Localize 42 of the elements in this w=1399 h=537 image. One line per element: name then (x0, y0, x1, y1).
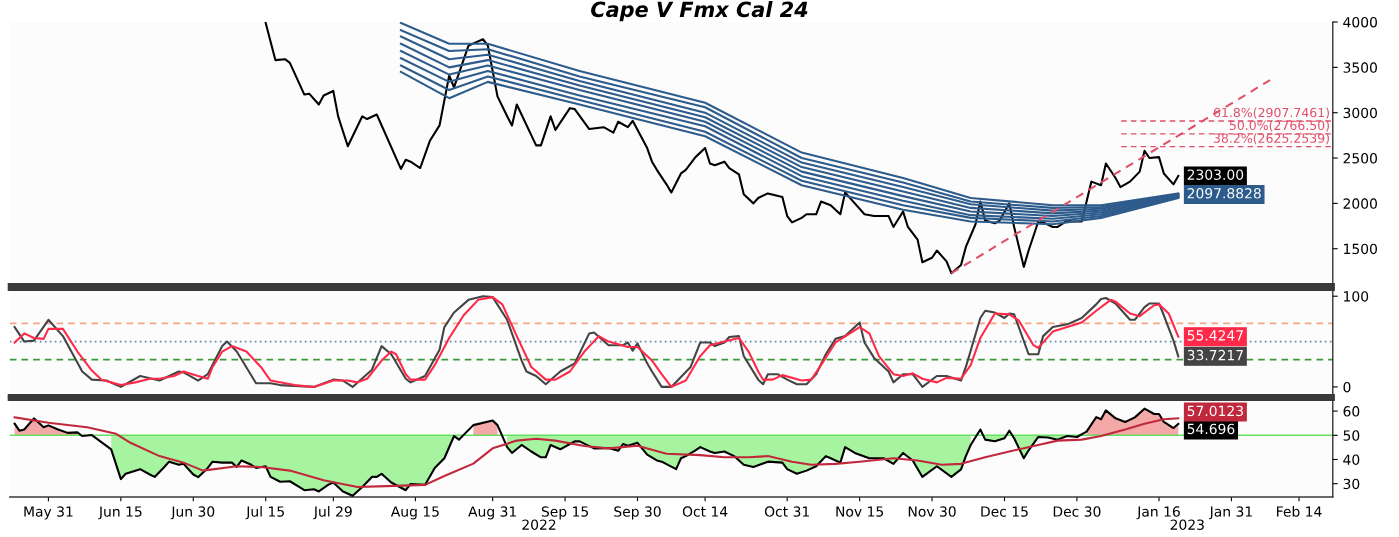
y-tick-label: 2000 (1343, 198, 1377, 209)
x-tick-label: Jan 16 (1136, 506, 1180, 520)
x-tick-label: Sep 30 (614, 506, 661, 520)
text: 2022 (522, 519, 556, 530)
annotation: 57.0123 (1187, 405, 1243, 417)
y-tick-label: 4000 (1343, 16, 1377, 28)
y-tick-label: 2500 (1343, 153, 1377, 164)
x-tick-label: Jun 15 (98, 506, 142, 520)
y-tick-label: 40 (1343, 454, 1360, 465)
annotation: 55.4247 (1187, 330, 1243, 341)
x-tick-label: Jun 30 (170, 506, 215, 520)
x-tick-label: Feb 14 (1277, 506, 1322, 517)
y-tick-label: 1500 (1344, 243, 1377, 255)
x-tick-label: Nov 30 (908, 506, 956, 517)
x-tick-label: Sep 15 (541, 506, 588, 520)
annotation: 54.696 (1187, 423, 1235, 435)
ref-line-label: 61.8%(2907.7461) (1213, 107, 1329, 119)
x-tick-label: Dec 15 (981, 506, 1028, 517)
x-tick-label: Jul 29 (313, 506, 352, 520)
ref-line-label: 50.0%(2766.50) (1229, 120, 1329, 132)
y-tick-label: 3500 (1343, 62, 1377, 73)
x-tick-label: Jan 31 (1208, 506, 1252, 520)
y-tick-label: 0 (1343, 381, 1351, 393)
x-tick-label: Oct 14 (682, 506, 728, 517)
annotation: 2097.8828 (1187, 188, 1261, 199)
y-tick-label: 3000 (1343, 107, 1377, 119)
annotation: 2303.00 (1187, 169, 1244, 180)
x-tick-label: Jul 15 (245, 506, 284, 520)
ref-line-label: 38.2%(2625.2539) (1213, 133, 1329, 145)
annotation: 33.7217 (1187, 349, 1243, 361)
x-tick-label: Oct 31 (764, 506, 809, 517)
y-tick-label: 60 (1343, 406, 1360, 417)
x-tick-label: Aug 31 (468, 506, 516, 520)
x-tick-label: Aug 15 (390, 506, 439, 520)
x-tick-label: Nov 15 (836, 506, 884, 517)
y-tick-label: 30 (1343, 478, 1360, 490)
x-tick-label: May 31 (24, 506, 73, 520)
chart-title: Cape V Fmx Cal 24 (591, 1, 808, 22)
text: 2023 (1170, 519, 1204, 530)
y-tick-label: 50 (1343, 430, 1360, 441)
x-tick-label: Dec 30 (1053, 506, 1101, 517)
y-tick-label: 100 (1344, 291, 1369, 302)
